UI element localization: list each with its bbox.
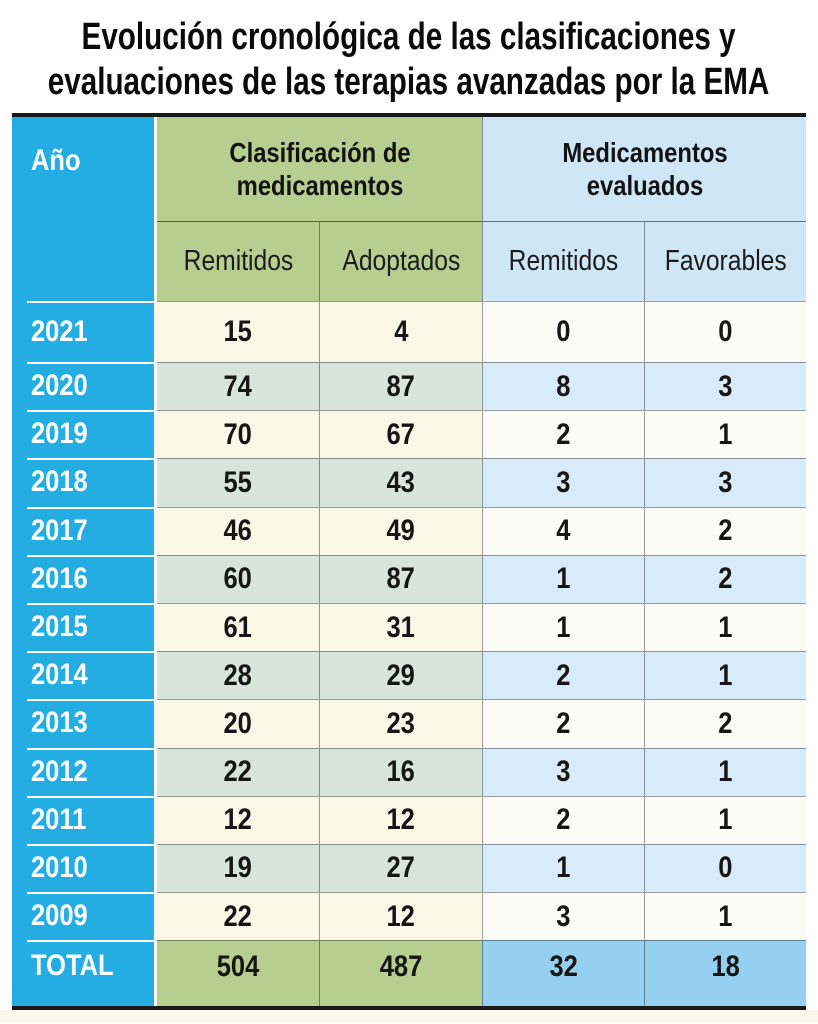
title-line-2: evaluaciones de las terapias avanzadas p… xyxy=(48,61,770,103)
group-header-evaluados: Medicamentos evaluados xyxy=(482,117,806,221)
value-cell: 74 xyxy=(157,362,319,411)
value-cell: 1 xyxy=(644,410,806,459)
value-cell: 29 xyxy=(319,651,482,700)
total-value-cell: 487 xyxy=(319,940,482,1007)
year-cell: 2012 xyxy=(12,747,157,796)
value-cell: 20 xyxy=(157,699,319,748)
value-cell: 15 xyxy=(157,301,319,362)
value-cell: 12 xyxy=(157,795,319,844)
value-cell: 12 xyxy=(319,892,482,941)
value-cell: 23 xyxy=(319,699,482,748)
year-cell: 2015 xyxy=(12,602,157,652)
total-value-cell: 504 xyxy=(157,940,319,1007)
year-cell: 2021 xyxy=(12,301,157,362)
value-cell: 4 xyxy=(319,301,482,362)
value-cell: 2 xyxy=(482,651,644,700)
value-cell: 3 xyxy=(482,458,644,507)
year-cell: 2020 xyxy=(12,362,157,411)
year-cell: 2009 xyxy=(12,892,157,941)
value-cell: 3 xyxy=(644,458,806,507)
value-cell: 22 xyxy=(157,892,319,941)
value-cell: 0 xyxy=(644,843,806,893)
value-cell: 3 xyxy=(644,362,806,411)
value-cell: 55 xyxy=(157,458,319,507)
value-cell: 1 xyxy=(644,747,806,796)
value-cell: 2 xyxy=(482,699,644,748)
value-cell: 19 xyxy=(157,843,319,893)
total-label-cell: TOTAL xyxy=(12,940,157,1007)
value-cell: 12 xyxy=(319,795,482,844)
bottom-margin-strip xyxy=(0,1010,818,1024)
value-cell: 49 xyxy=(319,506,482,555)
group-header-clasificacion: Clasificación de medicamentos xyxy=(157,117,482,221)
year-cell: 2013 xyxy=(12,699,157,748)
year-cell: 2010 xyxy=(12,843,157,893)
value-cell: 2 xyxy=(482,795,644,844)
value-cell: 2 xyxy=(482,410,644,459)
value-cell: 0 xyxy=(482,301,644,362)
value-cell: 60 xyxy=(157,554,319,603)
value-cell: 43 xyxy=(319,458,482,507)
value-cell: 70 xyxy=(157,410,319,459)
year-cell: 2011 xyxy=(12,795,157,844)
value-cell: 0 xyxy=(644,301,806,362)
value-cell: 46 xyxy=(157,506,319,555)
value-cell: 61 xyxy=(157,602,319,652)
subheader-evaluados-remitidos: Remitidos xyxy=(482,221,644,301)
value-cell: 4 xyxy=(482,506,644,555)
value-cell: 1 xyxy=(644,892,806,941)
value-cell: 1 xyxy=(644,602,806,652)
year-cell: 2016 xyxy=(12,554,157,603)
subheader-clasificacion-remitidos: Remitidos xyxy=(157,221,319,301)
value-cell: 1 xyxy=(644,795,806,844)
year-cell: 2018 xyxy=(12,458,157,507)
value-cell: 1 xyxy=(644,651,806,700)
year-cell: 2017 xyxy=(12,506,157,555)
value-cell: 3 xyxy=(482,892,644,941)
subheader-evaluados-favorables: Favorables xyxy=(644,221,806,301)
title-line-1: Evolución cronológica de las clasificaci… xyxy=(82,16,736,58)
year-cell: 2014 xyxy=(12,651,157,700)
chart-title-text: Evolución cronológica de las clasificaci… xyxy=(48,15,770,105)
subheader-clasificacion-adoptados: Adoptados xyxy=(319,221,482,301)
value-cell: 28 xyxy=(157,651,319,700)
group-header-evaluados-label: Medicamentos evaluados xyxy=(561,137,728,201)
year-column-header-label: Año xyxy=(31,144,81,177)
group-header-clasificacion-label: Clasificación de medicamentos xyxy=(228,137,411,201)
value-cell: 2 xyxy=(644,506,806,555)
total-value-cell: 32 xyxy=(482,940,644,1007)
value-cell: 2 xyxy=(644,699,806,748)
value-cell: 1 xyxy=(482,843,644,893)
value-cell: 2 xyxy=(644,554,806,603)
value-cell: 22 xyxy=(157,747,319,796)
value-cell: 16 xyxy=(319,747,482,796)
value-cell: 3 xyxy=(482,747,644,796)
value-cell: 67 xyxy=(319,410,482,459)
year-cell: 2019 xyxy=(12,410,157,459)
value-cell: 31 xyxy=(319,602,482,652)
total-value-cell: 18 xyxy=(644,940,806,1007)
value-cell: 87 xyxy=(319,554,482,603)
value-cell: 8 xyxy=(482,362,644,411)
value-cell: 87 xyxy=(319,362,482,411)
value-cell: 1 xyxy=(482,602,644,652)
data-table: Año Clasificación de medicamentos Medica… xyxy=(12,113,806,1011)
year-column-header-cell: Año xyxy=(12,117,157,301)
chart-title: Evolución cronológica de las clasificaci… xyxy=(0,0,818,105)
value-cell: 1 xyxy=(482,554,644,603)
value-cell: 27 xyxy=(319,843,482,893)
